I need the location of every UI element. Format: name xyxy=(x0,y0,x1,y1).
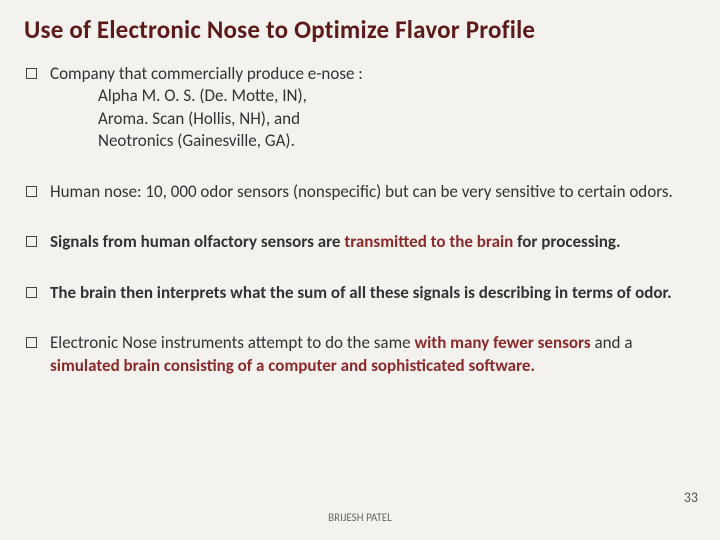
bullet-text: Electronic Nose instruments attempt to d… xyxy=(50,332,632,375)
bullet-item: Human nose: 10, 000 odor sensors (nonspe… xyxy=(50,181,696,203)
bullet-text: The brain then interprets what the sum o… xyxy=(50,282,672,303)
bullet-text: Company that commercially produce e-nose… xyxy=(50,63,363,84)
bullet-list: Company that commercially produce e-nose… xyxy=(24,63,696,377)
bullet-text: Human nose: 10, 000 odor sensors (nonspe… xyxy=(50,181,673,202)
slide-title: Use of Electronic Nose to Optimize Flavo… xyxy=(24,14,696,45)
bullet-item: Company that commercially produce e-nose… xyxy=(50,63,696,153)
bullet-sub: Aroma. Scan (Hollis, NH), and xyxy=(50,108,696,130)
bullet-item: The brain then interprets what the sum o… xyxy=(50,282,696,304)
slide: Use of Electronic Nose to Optimize Flavo… xyxy=(0,0,720,540)
page-number: 33 xyxy=(684,489,698,506)
bullet-sub: Alpha M. O. S. (De. Motte, IN), xyxy=(50,85,696,107)
bullet-item: Electronic Nose instruments attempt to d… xyxy=(50,332,696,377)
bullet-sub: Neotronics (Gainesville, GA). xyxy=(50,130,696,152)
footer-author: BRIJESH PATEL xyxy=(0,511,720,524)
bullet-item: Signals from human olfactory sensors are… xyxy=(50,231,696,253)
bullet-text: Signals from human olfactory sensors are… xyxy=(50,231,621,252)
